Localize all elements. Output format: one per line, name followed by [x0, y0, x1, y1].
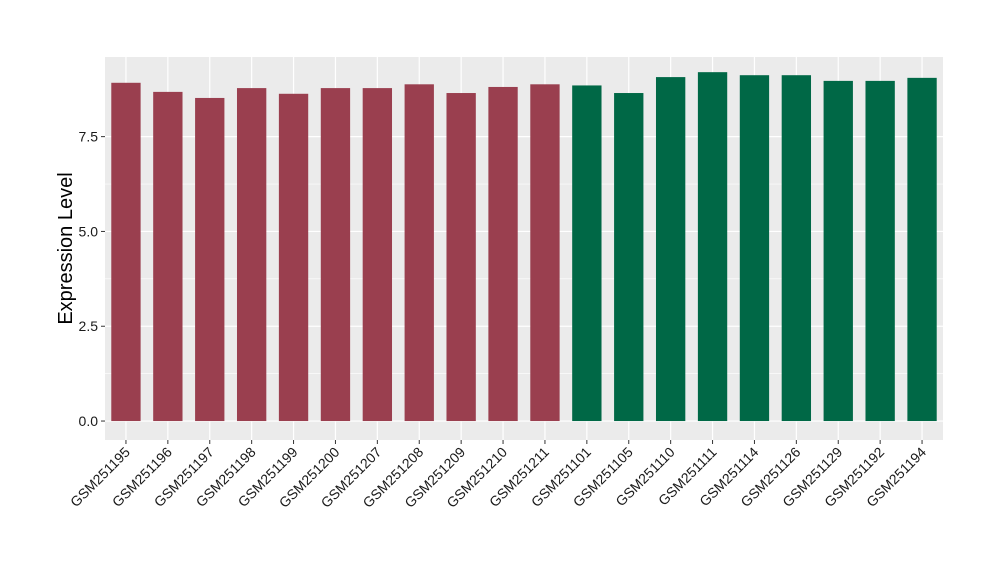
bar [865, 80, 895, 422]
bar [739, 75, 770, 422]
bar [823, 80, 853, 422]
x-axis: GSM251195GSM251196GSM251197GSM251198GSM2… [67, 440, 929, 511]
plot-panel [105, 57, 943, 440]
y-tick-label: 2.5 [79, 318, 99, 334]
bar [153, 91, 183, 422]
bar [614, 93, 644, 422]
y-tick-label: 5.0 [79, 223, 99, 239]
bar [111, 82, 141, 422]
bar [195, 97, 225, 422]
bar [362, 88, 393, 422]
bar [404, 84, 434, 422]
bar [446, 93, 476, 422]
bar [236, 88, 267, 422]
bar [655, 77, 686, 422]
bar [781, 75, 812, 422]
bar [907, 77, 937, 422]
bars [111, 72, 937, 422]
y-axis: 0.0 2.5 5.0 7.5 [79, 129, 105, 429]
bar [697, 72, 728, 422]
bar [530, 84, 560, 422]
bar [320, 88, 351, 422]
y-tick-label: 0.0 [79, 413, 99, 429]
bar [488, 86, 518, 422]
bar [572, 85, 602, 422]
bar [278, 93, 309, 422]
y-tick-label: 7.5 [79, 129, 99, 145]
y-axis-title: Expression Level [55, 172, 77, 324]
